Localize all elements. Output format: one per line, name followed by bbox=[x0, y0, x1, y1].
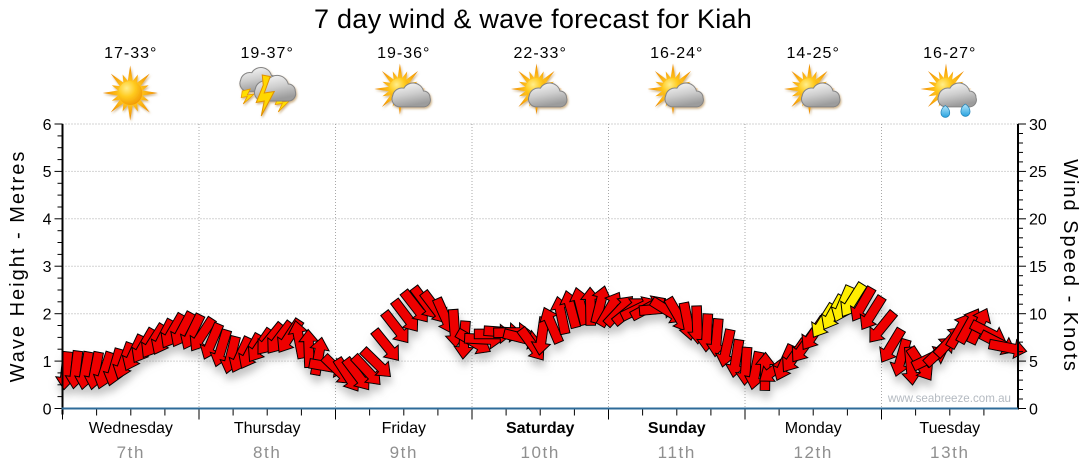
svg-text:Wave Height - Metres: Wave Height - Metres bbox=[7, 150, 29, 383]
svg-text:Thursday: Thursday bbox=[234, 420, 301, 437]
svg-text:1: 1 bbox=[43, 354, 52, 371]
svg-text:11th: 11th bbox=[658, 443, 696, 462]
svg-text:Wednesday: Wednesday bbox=[89, 420, 173, 437]
svg-text:10th: 10th bbox=[520, 443, 560, 462]
svg-text:6: 6 bbox=[43, 117, 52, 134]
svg-text:4: 4 bbox=[43, 212, 52, 229]
svg-text:30: 30 bbox=[1029, 117, 1047, 134]
svg-text:Monday: Monday bbox=[785, 420, 842, 437]
svg-text:19-37°: 19-37° bbox=[241, 45, 294, 62]
svg-text:Friday: Friday bbox=[382, 420, 426, 437]
svg-text:Wind Speed - Knots: Wind Speed - Knots bbox=[1059, 159, 1080, 373]
svg-text:12th: 12th bbox=[793, 443, 833, 462]
svg-text:www.seabreeze.com.au: www.seabreeze.com.au bbox=[887, 392, 1011, 405]
svg-text:16-27°: 16-27° bbox=[923, 45, 976, 62]
svg-text:7th: 7th bbox=[117, 443, 145, 462]
svg-text:15: 15 bbox=[1029, 259, 1047, 276]
svg-text:8th: 8th bbox=[253, 443, 281, 462]
svg-text:20: 20 bbox=[1029, 212, 1047, 229]
svg-text:13th: 13th bbox=[930, 443, 970, 462]
svg-text:0: 0 bbox=[43, 401, 52, 418]
svg-text:5: 5 bbox=[43, 164, 52, 181]
svg-text:7 day wind & wave forecast for: 7 day wind & wave forecast for Kiah bbox=[314, 4, 752, 34]
svg-text:Sunday: Sunday bbox=[648, 420, 706, 437]
svg-text:Saturday: Saturday bbox=[506, 420, 575, 437]
svg-text:25: 25 bbox=[1029, 164, 1047, 181]
svg-text:Tuesday: Tuesday bbox=[919, 420, 980, 437]
svg-text:3: 3 bbox=[43, 259, 52, 276]
svg-text:9th: 9th bbox=[390, 443, 418, 462]
svg-text:10: 10 bbox=[1029, 307, 1047, 324]
svg-text:5: 5 bbox=[1029, 354, 1038, 371]
svg-text:0: 0 bbox=[1029, 401, 1038, 418]
svg-text:19-36°: 19-36° bbox=[377, 45, 430, 62]
svg-text:22-33°: 22-33° bbox=[514, 45, 567, 62]
svg-text:17-33°: 17-33° bbox=[104, 45, 157, 62]
svg-text:16-24°: 16-24° bbox=[650, 45, 703, 62]
svg-text:14-25°: 14-25° bbox=[787, 45, 840, 62]
svg-text:2: 2 bbox=[43, 307, 52, 324]
